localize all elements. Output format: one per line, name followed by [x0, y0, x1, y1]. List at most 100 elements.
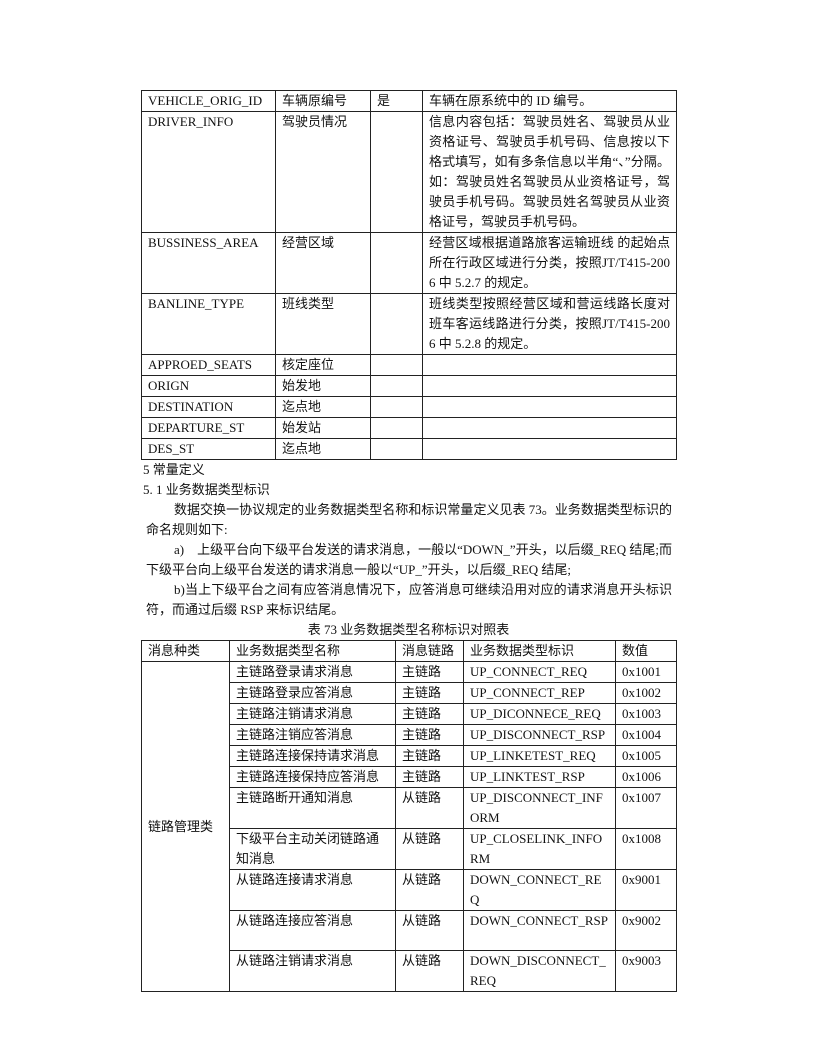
value-cell: 0x1003 [615, 703, 677, 725]
table-row: 下级平台主动关闭链路通知消息 从链路 UP_CLOSELINK_INFORM 0x10… [142, 828, 677, 870]
field-code-cell: DEPARTURE_ST [141, 417, 276, 439]
type-id-cell: UP_DISCONNECT_RSP [463, 724, 616, 746]
value-cell: 0x9001 [615, 869, 677, 911]
column-header: 业务数据类型标识 [463, 640, 616, 662]
field-code-cell: VEHICLE_ORIG_ID [141, 90, 276, 112]
value-cell: 0x1002 [615, 682, 677, 704]
link-cell: 从链路 [395, 787, 464, 829]
column-header: 数值 [615, 640, 677, 662]
section-heading-5-1: 5. 1 业务数据类型标识 [143, 482, 270, 497]
type-id-cell: UP_LINKETEST_REQ [463, 745, 616, 767]
paragraph-intro: 数据交换一协议规定的业务数据类型名称和标识常量定义见表 73。业务数据类型标识的… [146, 502, 672, 537]
type-id-cell: DOWN_CONNECT_REQ [463, 869, 616, 911]
required-cell: 是 [370, 90, 423, 112]
table-row: 主链路连接保持请求消息 主链路 UP_LINKETEST_REQ 0x1005 [142, 745, 677, 767]
link-cell: 从链路 [395, 910, 464, 951]
field-name-cell: 迄点地 [275, 438, 371, 460]
value-cell: 0x1004 [615, 724, 677, 746]
required-cell [370, 375, 423, 397]
required-cell [370, 111, 423, 233]
table-row: VEHICLE_ORIG_ID 车辆原编号是车辆在原系统中的 ID 编号。 [141, 90, 677, 112]
link-cell: 主链路 [395, 661, 464, 683]
field-name-cell: 车辆原编号 [275, 90, 371, 112]
document-page: VEHICLE_ORIG_ID 车辆原编号是车辆在原系统中的 ID 编号。 DRIV… [141, 90, 677, 992]
value-cell: 0x1006 [615, 766, 677, 788]
field-code-cell: DES_ST [141, 438, 276, 460]
field-name-cell: 驾驶员情况 [275, 111, 371, 233]
type-name-cell: 从链路连接应答消息 [229, 910, 396, 951]
link-cell: 从链路 [395, 950, 464, 992]
type-id-cell: DOWN_CONNECT_RSP [463, 910, 616, 951]
table-row: DESTINATION 迄点地 [141, 396, 677, 418]
field-code-cell: BUSSINESS_AREA [141, 232, 276, 294]
type-name-cell: 主链路连接保持应答消息 [229, 766, 396, 788]
description-cell [422, 354, 677, 376]
table-row: 主链路连接保持应答消息 主链路 UP_LINKTEST_RSP 0x1006 [142, 766, 677, 788]
field-code-cell: APPROED_SEATS [141, 354, 276, 376]
description-cell [422, 375, 677, 397]
column-header: 消息链路 [395, 640, 464, 662]
field-name-cell: 核定座位 [275, 354, 371, 376]
type-id-cell: UP_CLOSELINK_INFORM [463, 828, 616, 870]
required-cell [370, 417, 423, 439]
value-cell: 0x9002 [615, 910, 677, 951]
column-header: 消息种类 [141, 640, 230, 662]
type-id-cell: UP_DISCONNECT_INFORM [463, 787, 616, 829]
type-id-cell: DOWN_DISCONNECT_REQ [463, 950, 616, 992]
description-cell [422, 396, 677, 418]
required-cell [370, 354, 423, 376]
value-cell: 0x1007 [615, 787, 677, 829]
table-row: BUSSINESS_AREA 经营区域 经营区域根据道路旅客运输班线 的起始点所在行… [141, 232, 677, 294]
field-name-cell: 始发地 [275, 375, 371, 397]
required-cell [370, 293, 423, 355]
required-cell [370, 232, 423, 294]
type-name-cell: 从链路连接请求消息 [229, 869, 396, 911]
type-id-cell: UP_CONNECT_REQ [463, 661, 616, 683]
type-id-cell: UP_DICONNECE_REQ [463, 703, 616, 725]
table-row: 从链路注销请求消息 从链路 DOWN_DISCONNECT_REQ 0x9003 [142, 950, 677, 992]
description-cell [422, 417, 677, 439]
paragraph-rule-a: a) 上级平台向下级平台发送的请求消息，一般以“DOWN_”开头，以后缀_REQ… [146, 542, 672, 577]
link-cell: 主链路 [395, 745, 464, 767]
required-cell [370, 438, 423, 460]
type-name-cell: 主链路断开通知消息 [229, 787, 396, 829]
table-row: ORIGN 始发地 [141, 375, 677, 397]
type-name-cell: 主链路登录请求消息 [229, 661, 396, 683]
field-code-cell: DRIVER_INFO [141, 111, 276, 233]
table-row: 主链路断开通知消息 从链路 UP_DISCONNECT_INFORM 0x1007 [142, 787, 677, 829]
field-code-cell: DESTINATION [141, 396, 276, 418]
table-row: 从链路连接请求消息 从链路 DOWN_CONNECT_REQ 0x9001 [142, 869, 677, 911]
table-row: DES_ST 迄点地 [141, 438, 677, 460]
paragraph-rule-b: b)当上下级平台之间有应答消息情况下，应答消息可继续沿用对应的请求消息开头标识符… [146, 582, 672, 617]
table-row: 主链路注销应答消息 主链路 UP_DISCONNECT_RSP 0x1004 [142, 724, 677, 746]
type-name-cell: 主链路登录应答消息 [229, 682, 396, 704]
value-cell: 0x1001 [615, 661, 677, 683]
value-cell: 0x1005 [615, 745, 677, 767]
field-name-cell: 始发站 [275, 417, 371, 439]
type-name-cell: 主链路注销请求消息 [229, 703, 396, 725]
required-cell [370, 396, 423, 418]
table-row: DRIVER_INFO 驾驶员情况 信息内容包括：驾驶员姓名、驾驶员从业资格证号、驾… [141, 111, 677, 233]
link-cell: 主链路 [395, 766, 464, 788]
table-caption: 表 73 业务数据类型名称标识对照表 [307, 622, 510, 637]
category-cell: 链路管理类 [141, 661, 230, 992]
type-name-cell: 下级平台主动关闭链路通知消息 [229, 828, 396, 870]
description-cell: 班线类型按照经营区域和营运线路长度对班车客运线路进行分类，按照JT/T415-2… [422, 293, 677, 355]
link-cell: 主链路 [395, 703, 464, 725]
data-type-table: 消息种类 业务数据类型名称 消息链路 业务数据类型标识 数值 链路管理类 主链路登录请求消息… [141, 640, 677, 992]
type-id-cell: UP_LINKTEST_RSP [463, 766, 616, 788]
section-heading-5: 5 常量定义 [143, 462, 205, 477]
type-name-cell: 主链路连接保持请求消息 [229, 745, 396, 767]
type-id-cell: UP_CONNECT_REP [463, 682, 616, 704]
description-cell: 信息内容包括：驾驶员姓名、驾驶员从业资格证号、驾驶员手机号码、信息按以下格式填写… [422, 111, 677, 233]
table-row: APPROED_SEATS 核定座位 [141, 354, 677, 376]
link-cell: 主链路 [395, 682, 464, 704]
field-code-cell: ORIGN [141, 375, 276, 397]
link-cell: 从链路 [395, 828, 464, 870]
value-cell: 0x1008 [615, 828, 677, 870]
table-row: DEPARTURE_ST 始发站 [141, 417, 677, 439]
link-cell: 主链路 [395, 724, 464, 746]
table-row: 链路管理类 主链路登录请求消息 主链路 UP_CONNECT_REQ 0x1001 [141, 661, 677, 992]
field-definition-table: VEHICLE_ORIG_ID 车辆原编号是车辆在原系统中的 ID 编号。 DRIV… [141, 90, 677, 460]
type-name-cell: 从链路注销请求消息 [229, 950, 396, 992]
